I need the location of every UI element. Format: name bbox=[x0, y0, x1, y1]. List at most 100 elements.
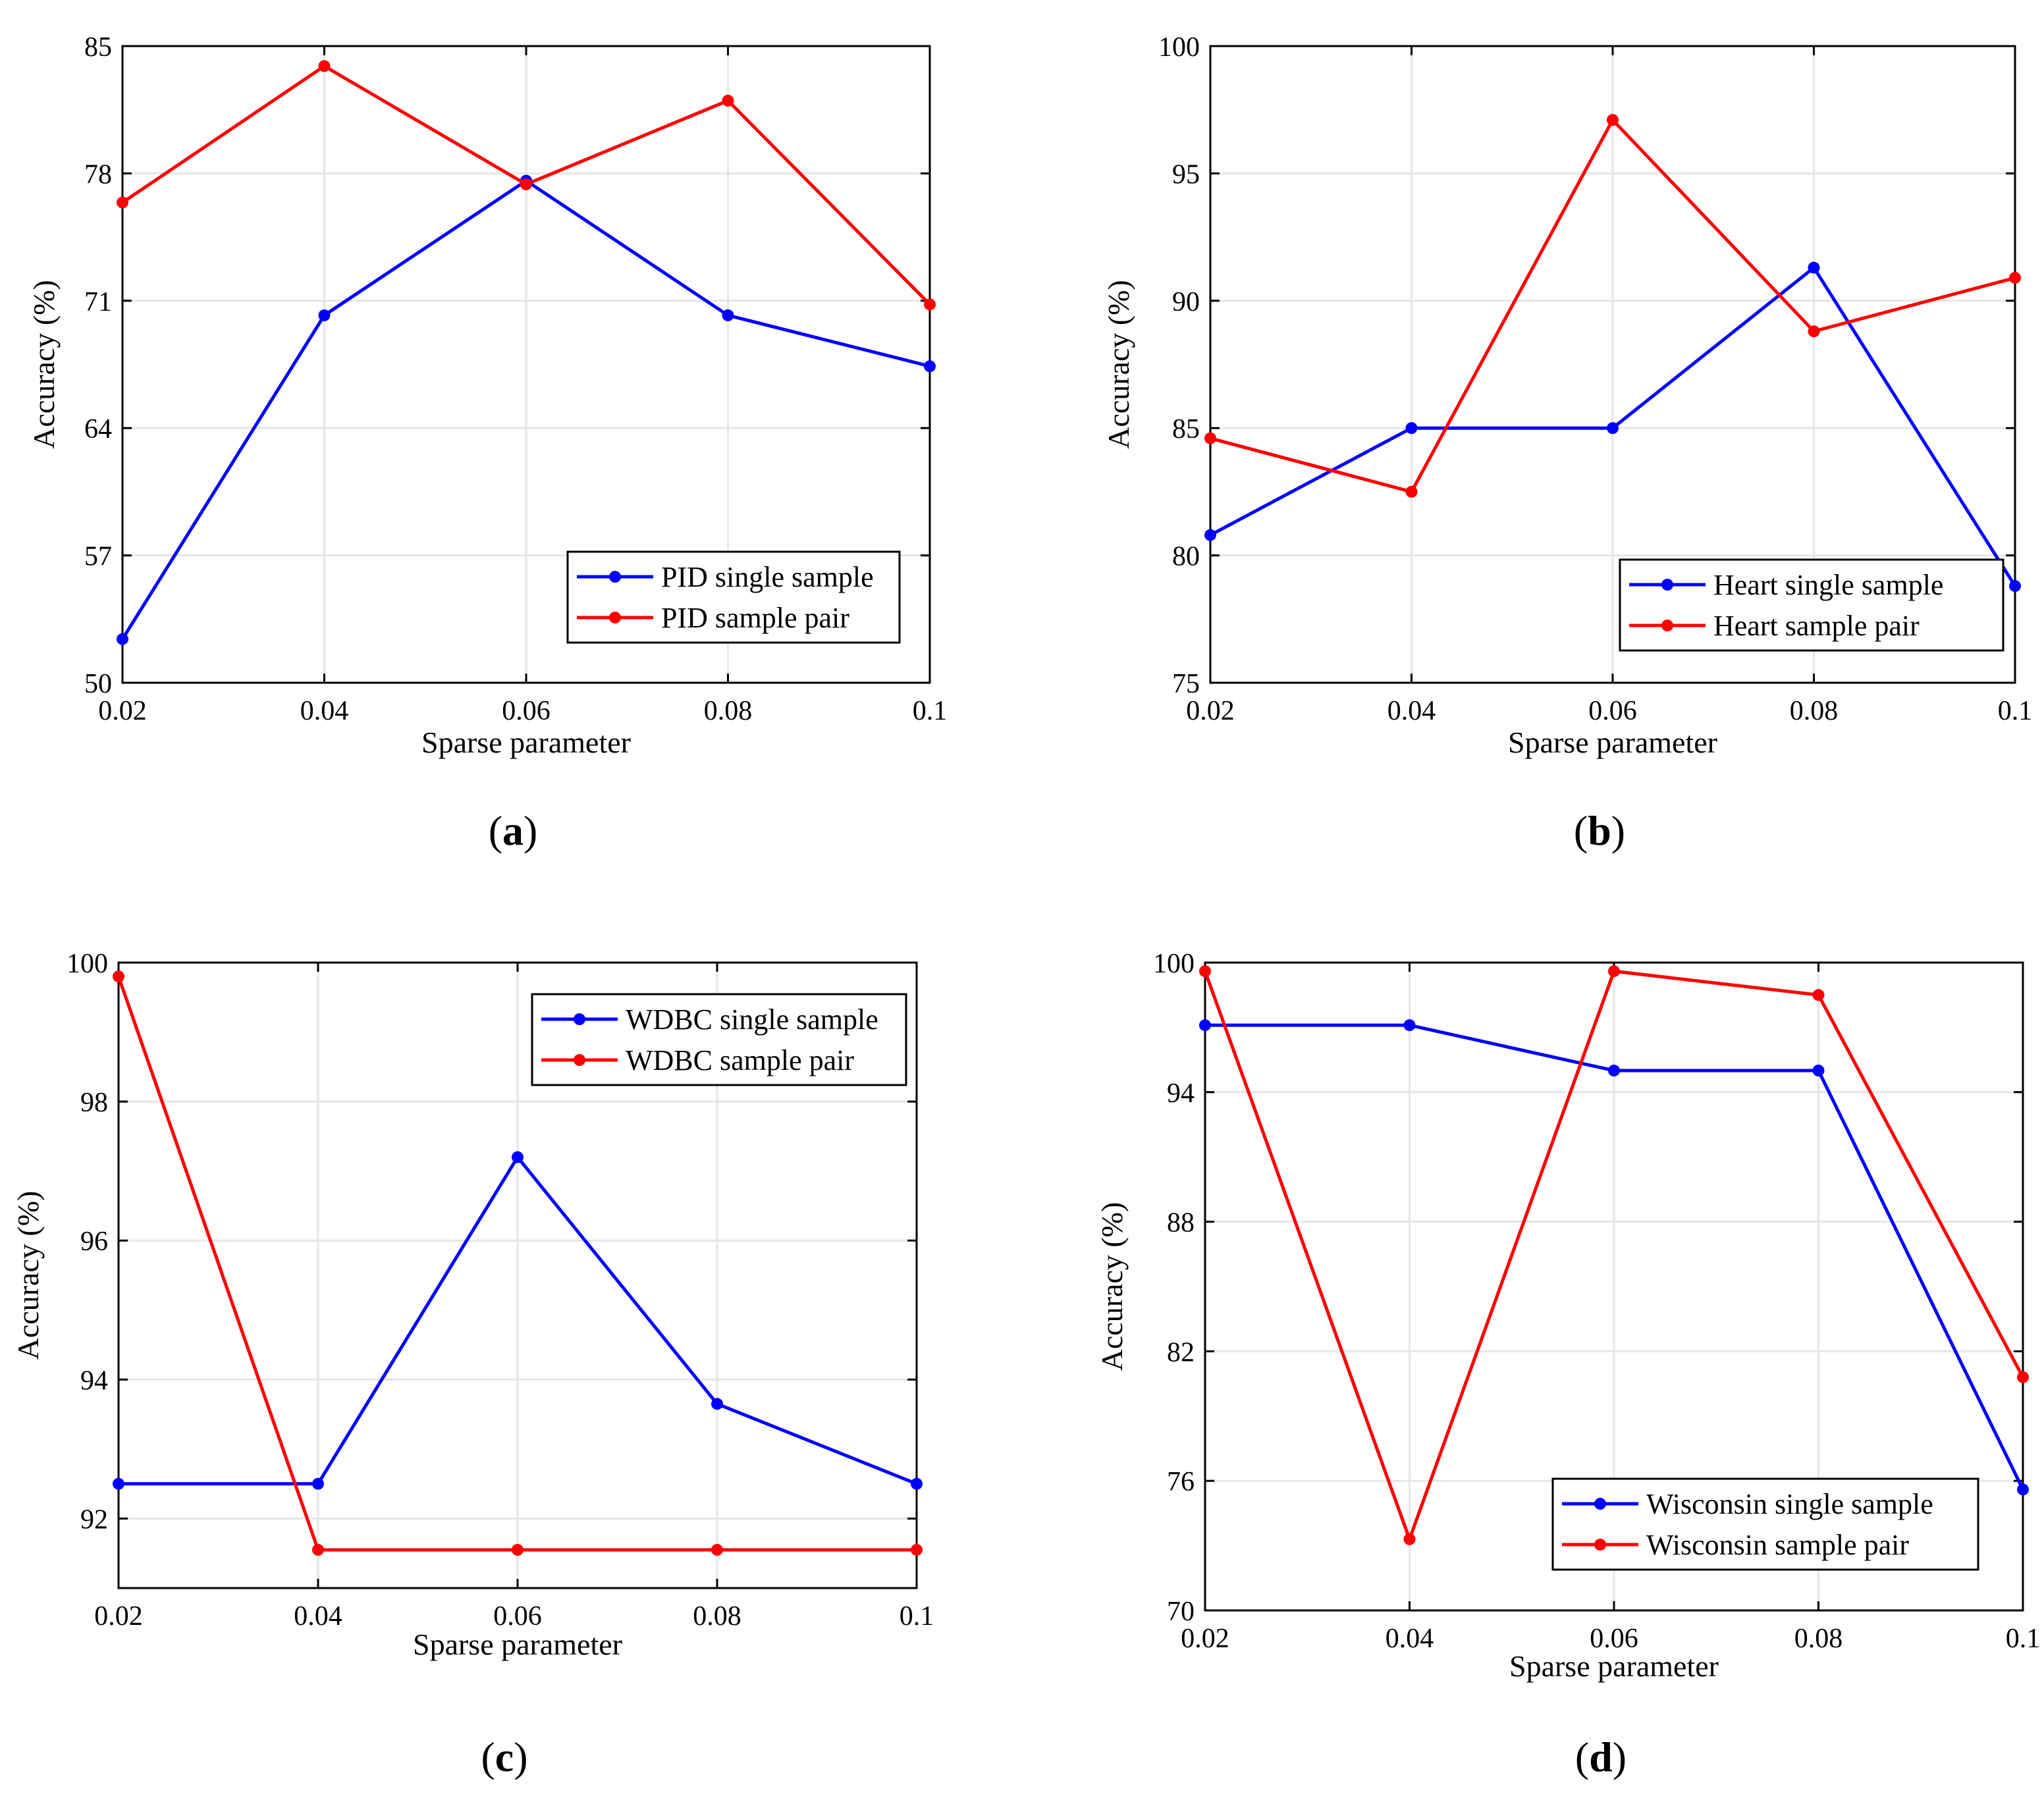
x-axis-label: Sparse parameter bbox=[421, 726, 631, 759]
x-tick-label: 0.04 bbox=[300, 696, 349, 726]
y-tick-label: 75 bbox=[1172, 669, 1200, 699]
legend: PID single sample PID sample pair bbox=[566, 550, 901, 644]
y-tick-label: 80 bbox=[1172, 542, 1200, 572]
data-point bbox=[312, 1477, 324, 1490]
x-tick-label: 0.1 bbox=[2006, 1624, 2041, 1654]
legend-entry: Heart sample pair bbox=[1713, 610, 1920, 642]
x-tick-label: 0.02 bbox=[98, 696, 147, 726]
data-point bbox=[117, 633, 128, 645]
x-tick-label: 0.04 bbox=[294, 1601, 342, 1632]
x-tick-label: 0.06 bbox=[1590, 1624, 1638, 1654]
legend-box bbox=[1551, 1477, 1979, 1571]
y-axis-label: Accuracy (%) bbox=[27, 280, 61, 449]
data-point bbox=[1403, 1019, 1416, 1032]
legend-entry: PID sample pair bbox=[661, 602, 849, 634]
x-axis-label: Sparse parameter bbox=[413, 1628, 622, 1661]
y-tick-label: 94 bbox=[80, 1366, 108, 1396]
chart-panel-c: 0.02 0.04 0.06 0.08 0.1 92 94 96 98 100 Sparse par… bbox=[11, 949, 934, 1780]
data-point bbox=[312, 1543, 324, 1556]
y-tick-label: 85 bbox=[84, 32, 112, 63]
legend-marker bbox=[609, 612, 621, 623]
legend: Heart single sample Heart sample pair bbox=[1619, 558, 2004, 652]
y-axis-label: Accuracy (%) bbox=[11, 1191, 45, 1360]
y-tick-label: 57 bbox=[84, 542, 112, 572]
data-point bbox=[722, 309, 734, 321]
panel-label: (b) bbox=[1574, 807, 1625, 854]
chart-panel-d: 0.02 0.04 0.06 0.08 0.1 70 76 82 88 94 100 Sparse p… bbox=[1095, 949, 2040, 1780]
data-point bbox=[520, 178, 532, 190]
data-point bbox=[512, 1543, 524, 1556]
legend-marker bbox=[1661, 579, 1673, 591]
legend-marker bbox=[609, 571, 621, 583]
y-tick-label: 98 bbox=[80, 1088, 108, 1118]
data-point bbox=[1608, 1065, 1620, 1076]
data-point bbox=[318, 309, 331, 321]
legend: WDBC single sample WDBC sample pair bbox=[531, 993, 907, 1086]
y-tick-label: 88 bbox=[1167, 1208, 1195, 1238]
x-tick-label: 0.08 bbox=[693, 1601, 741, 1632]
legend-box bbox=[566, 550, 901, 644]
x-tick-label: 0.06 bbox=[493, 1601, 542, 1632]
y-tick-label: 64 bbox=[84, 414, 112, 444]
y-tick-label: 95 bbox=[1172, 159, 1200, 190]
y-tick-label: 100 bbox=[1158, 32, 1200, 63]
legend-marker bbox=[574, 1054, 585, 1066]
legend-marker bbox=[1594, 1498, 1606, 1510]
panel-label: (c) bbox=[481, 1734, 527, 1780]
data-point bbox=[722, 94, 734, 107]
y-tick-label: 76 bbox=[1167, 1467, 1195, 1497]
legend-entry: PID single sample bbox=[661, 561, 874, 593]
data-point bbox=[1204, 529, 1216, 541]
data-point bbox=[911, 1543, 923, 1556]
data-point bbox=[1607, 114, 1619, 126]
x-tick-label: 0.08 bbox=[1794, 1624, 1843, 1654]
data-point bbox=[924, 360, 936, 373]
y-tick-label: 71 bbox=[84, 287, 112, 317]
data-point bbox=[318, 60, 331, 72]
data-point bbox=[512, 1151, 524, 1163]
legend-box bbox=[531, 993, 907, 1086]
data-point bbox=[2009, 271, 2021, 284]
x-axis-label: Sparse parameter bbox=[1508, 726, 1717, 759]
data-point bbox=[2017, 1483, 2029, 1496]
x-tick-label: 0.04 bbox=[1385, 1624, 1434, 1654]
chart-panel-a: 0.02 0.04 0.06 0.08 0.1 50 57 64 71 78 85 Sparse pa… bbox=[27, 32, 947, 854]
y-axis-label: Accuracy (%) bbox=[1095, 1202, 1129, 1371]
x-tick-label: 0.02 bbox=[94, 1601, 143, 1632]
data-point bbox=[1812, 989, 1825, 1001]
x-tick-label: 0.02 bbox=[1181, 1624, 1229, 1654]
y-tick-label: 90 bbox=[1172, 287, 1200, 317]
data-point bbox=[1812, 1065, 1825, 1076]
data-point bbox=[1199, 1019, 1211, 1032]
data-point bbox=[1607, 422, 1619, 435]
y-tick-label: 100 bbox=[67, 949, 108, 979]
x-tick-label: 0.08 bbox=[1790, 696, 1839, 726]
data-point bbox=[113, 970, 124, 983]
data-point bbox=[1405, 422, 1418, 435]
legend-marker bbox=[574, 1013, 585, 1025]
data-point bbox=[1808, 325, 1820, 338]
panel-label: (d) bbox=[1575, 1734, 1627, 1780]
x-tick-label: 0.1 bbox=[1998, 696, 2033, 726]
chart-panel-b: 0.02 0.04 0.06 0.08 0.1 75 80 85 90 95 100 Sparse p… bbox=[1102, 32, 2032, 854]
legend-entry: Heart single sample bbox=[1713, 569, 1943, 601]
data-point bbox=[113, 1477, 124, 1490]
y-tick-label: 82 bbox=[1167, 1337, 1195, 1367]
legend-entry: Wisconsin sample pair bbox=[1646, 1529, 1909, 1561]
legend-box bbox=[1619, 558, 2004, 652]
x-tick-label: 0.08 bbox=[704, 696, 753, 726]
legend-marker bbox=[1594, 1539, 1606, 1551]
y-tick-label: 94 bbox=[1167, 1078, 1195, 1109]
data-point bbox=[1808, 261, 1820, 274]
panel-label: (a) bbox=[489, 807, 538, 854]
data-point bbox=[1199, 965, 1211, 978]
x-tick-label: 0.04 bbox=[1387, 696, 1436, 726]
y-tick-label: 100 bbox=[1153, 949, 1195, 979]
data-point bbox=[911, 1477, 923, 1490]
legend-entry: WDBC sample pair bbox=[626, 1044, 854, 1076]
data-point bbox=[117, 196, 128, 209]
x-tick-label: 0.02 bbox=[1186, 696, 1235, 726]
data-point bbox=[2009, 580, 2021, 593]
data-point bbox=[924, 298, 936, 311]
